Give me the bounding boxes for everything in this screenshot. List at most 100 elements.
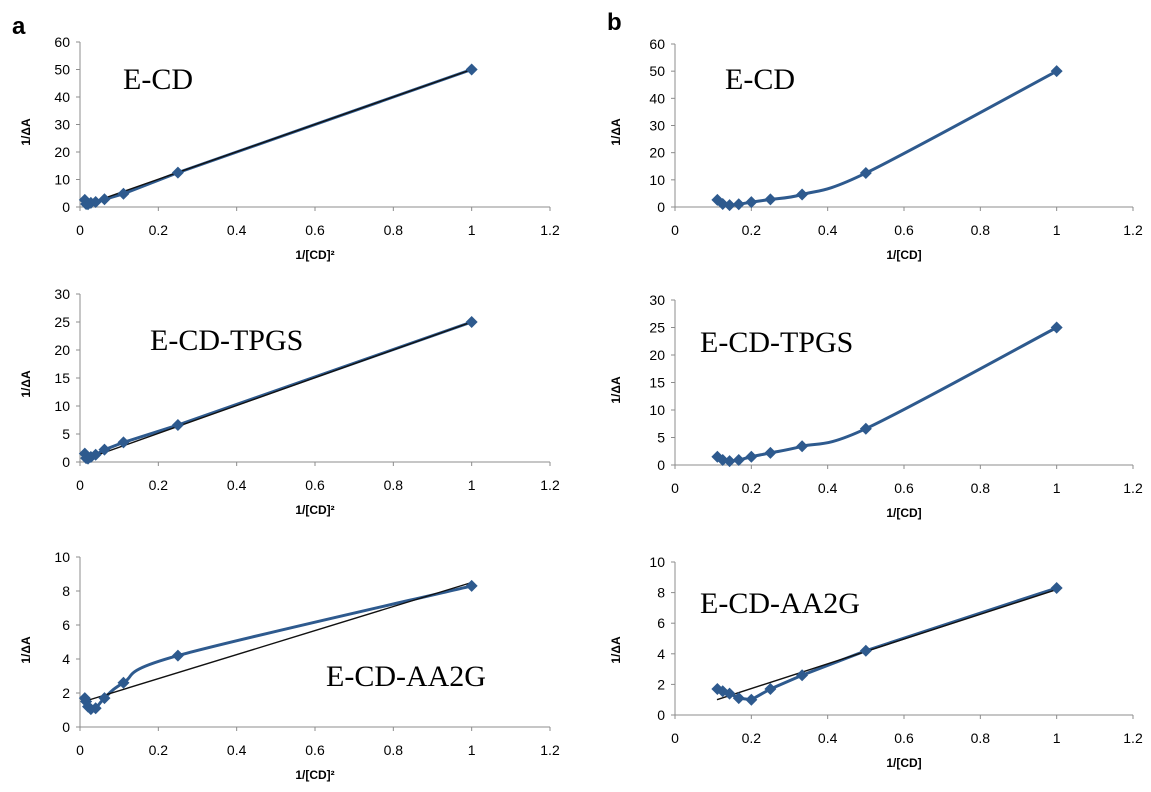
x-tick-label: 1.2 <box>540 742 560 758</box>
y-tick-label: 0 <box>62 454 70 470</box>
data-point <box>764 193 777 206</box>
chart-title: E-CD-TPGS <box>700 326 853 359</box>
y-tick-label: 5 <box>657 430 665 446</box>
x-tick-label: 0.6 <box>305 477 325 493</box>
y-tick-label: 8 <box>62 583 70 599</box>
data-point <box>117 187 130 200</box>
y-tick-label: 50 <box>54 62 70 78</box>
y-tick-label: 20 <box>54 144 70 160</box>
data-point <box>859 167 872 180</box>
data-point <box>796 440 809 453</box>
chart-b-ecd: 0 10 20 30 40 50 60 0 0.2 0.4 0.6 0.8 1 1.2 1/[CD] 1/ΔA… <box>609 36 1143 262</box>
chart-a-ecd: 0 10 20 30 40 50 60 0 0.2 0.4 0.6 0.8 1 1.2 1/[CD]² 1/Δ… <box>19 34 560 262</box>
chart-a-ecd-aa2g: 0 2 4 6 8 10 0 0.2 0.4 0.6 0.8 1 1.2 1/[CD]² 1/ΔA E-CD-… <box>19 549 560 782</box>
chart-title: E-CD <box>725 63 795 96</box>
y-axis-label: 1/ΔA <box>19 370 33 398</box>
data-point <box>117 436 130 449</box>
x-tick-label: 0.6 <box>305 222 325 238</box>
x-tick-label: 1.2 <box>540 477 560 493</box>
y-tick-label: 4 <box>657 646 665 662</box>
data-point <box>796 188 809 201</box>
y-tick-label: 8 <box>657 585 665 601</box>
y-tick-label: 0 <box>657 199 665 215</box>
y-tick-label: 20 <box>649 145 665 161</box>
data-point <box>171 419 184 432</box>
x-axis-label: 1/[CD]² <box>295 248 334 262</box>
trendline <box>716 588 1057 701</box>
x-tick-label: 0.2 <box>742 222 762 238</box>
y-axis-label: 1/ΔA <box>609 118 623 146</box>
y-tick-label: 6 <box>62 617 70 633</box>
x-tick-label: 1 <box>1053 222 1061 238</box>
x-tick-label: 0.4 <box>227 222 247 238</box>
data-point <box>465 579 478 592</box>
data-point <box>764 682 777 695</box>
chart-title: E-CD-AA2G <box>326 660 486 693</box>
data-point <box>745 450 758 463</box>
x-tick-label: 1.2 <box>1123 480 1143 496</box>
y-tick-label: 40 <box>54 89 70 105</box>
data-point <box>859 644 872 657</box>
y-tick-label: 30 <box>649 118 665 134</box>
chart-title: E-CD-TPGS <box>150 324 303 357</box>
trendline <box>83 321 472 461</box>
y-tick-label: 0 <box>62 199 70 215</box>
x-tick-label: 1.2 <box>540 222 560 238</box>
chart-a-ecd-tpgs: 0 5 10 15 20 25 30 0 0.2 0.4 0.6 0.8 1 1.2 1/[CD]² 1/ΔA… <box>19 286 560 517</box>
y-tick-label: 15 <box>54 370 70 386</box>
y-tick-label: 10 <box>54 172 70 188</box>
x-tick-label: 0.2 <box>742 730 762 746</box>
x-tick-label: 0.4 <box>818 730 838 746</box>
x-tick-label: 0 <box>671 480 679 496</box>
x-tick-label: 0.2 <box>149 477 169 493</box>
y-tick-label: 0 <box>657 707 665 723</box>
x-axis-label: 1/[CD] <box>886 248 921 262</box>
y-tick-label: 60 <box>54 34 70 50</box>
x-tick-label: 0.6 <box>894 222 914 238</box>
y-tick-label: 15 <box>649 375 665 391</box>
data-point <box>723 687 736 700</box>
x-tick-label: 0.6 <box>894 480 914 496</box>
y-tick-label: 2 <box>657 676 665 692</box>
x-tick-label: 0 <box>76 222 84 238</box>
data-point <box>171 649 184 662</box>
data-point <box>764 446 777 459</box>
x-tick-label: 0.4 <box>227 477 247 493</box>
x-tick-label: 0.2 <box>742 480 762 496</box>
y-tick-label: 30 <box>649 292 665 308</box>
x-tick-label: 0.8 <box>971 480 991 496</box>
data-point <box>98 443 111 456</box>
data-point <box>1050 321 1063 334</box>
y-tick-label: 20 <box>54 342 70 358</box>
x-tick-label: 0.4 <box>818 222 838 238</box>
y-tick-label: 4 <box>62 651 70 667</box>
data-point <box>98 193 111 206</box>
data-point <box>723 455 736 468</box>
data-point <box>745 196 758 209</box>
y-tick-label: 20 <box>649 347 665 363</box>
y-axis-label: 1/ΔA <box>609 636 623 664</box>
y-tick-label: 0 <box>62 719 70 735</box>
data-point <box>171 166 184 179</box>
y-tick-label: 10 <box>649 554 665 570</box>
y-axis-label: 1/ΔA <box>609 376 623 404</box>
data-point <box>859 422 872 435</box>
x-tick-label: 1 <box>1053 480 1061 496</box>
x-tick-label: 0.2 <box>149 222 169 238</box>
data-point <box>723 199 736 212</box>
data-point <box>98 692 111 705</box>
x-tick-label: 1 <box>468 742 476 758</box>
x-tick-label: 0.8 <box>384 742 404 758</box>
x-tick-label: 0.8 <box>384 222 404 238</box>
chart-title: E-CD <box>123 63 193 96</box>
y-tick-label: 40 <box>649 90 665 106</box>
data-point <box>1050 582 1063 595</box>
y-tick-label: 0 <box>657 457 665 473</box>
data-point <box>117 676 130 689</box>
chart-b-ecd-tpgs: 0 5 10 15 20 25 30 0 0.2 0.4 0.6 0.8 1 1.2 1/[CD] 1/ΔA E… <box>609 292 1143 520</box>
x-tick-label: 0.4 <box>227 742 247 758</box>
y-tick-label: 50 <box>649 63 665 79</box>
y-axis-label: 1/ΔA <box>19 636 33 664</box>
x-tick-label: 0.6 <box>305 742 325 758</box>
